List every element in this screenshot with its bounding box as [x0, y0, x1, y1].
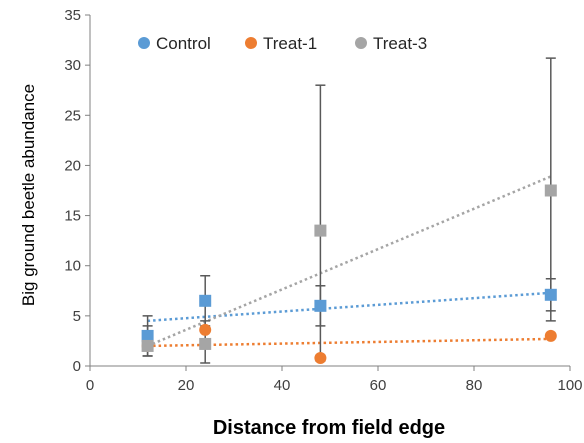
point-treat-1	[544, 329, 557, 342]
x-tick-label: 80	[466, 377, 483, 394]
x-axis-title: Distance from field edge	[213, 417, 445, 439]
x-tick-label: 60	[370, 377, 387, 394]
trendline-treat-3	[147, 175, 552, 348]
trendline-treat-1	[147, 337, 551, 348]
error-bar-treat-3	[315, 84, 326, 362]
point-treat-1	[314, 351, 327, 364]
data-points	[141, 184, 557, 364]
legend-marker-control	[138, 37, 150, 49]
y-tick-label: 25	[64, 107, 81, 124]
legend-label-treat-3: Treat-3	[373, 34, 427, 53]
legend-label-treat-1: Treat-1	[263, 34, 317, 53]
legend-label-control: Control	[156, 34, 211, 53]
y-axis-title: Big ground beetle abundance	[19, 84, 38, 306]
x-tick-label: 100	[557, 377, 582, 394]
x-tick-label: 40	[274, 377, 291, 394]
point-treat-3	[199, 337, 212, 350]
legend: Control Treat-1 Treat-3	[138, 34, 427, 53]
point-control	[199, 294, 212, 307]
point-treat-1	[199, 323, 212, 336]
trendline-control	[147, 291, 551, 323]
y-tick-label: 30	[64, 57, 81, 74]
point-treat-3	[314, 224, 327, 237]
axes: 0 5 10 15 20 25 30 35 0 20 40 60 80 100	[64, 7, 582, 394]
y-tick-label: 15	[64, 208, 81, 225]
legend-item-control: Control	[138, 34, 211, 53]
point-control	[314, 299, 327, 312]
y-tick-label: 20	[64, 157, 81, 174]
error-bars	[142, 57, 556, 364]
y-tick-label: 35	[64, 7, 81, 24]
y-tick-label: 5	[73, 308, 81, 325]
point-treat-3	[141, 339, 154, 352]
legend-marker-treat-3	[355, 37, 367, 49]
legend-item-treat-3: Treat-3	[355, 34, 427, 53]
y-tick-label: 0	[73, 358, 81, 375]
legend-item-treat-1: Treat-1	[245, 34, 317, 53]
trendlines	[147, 175, 552, 348]
y-tick-label: 10	[64, 258, 81, 275]
point-control	[141, 329, 154, 342]
point-control	[544, 288, 557, 301]
point-treat-3	[544, 184, 557, 197]
x-tick-label: 20	[178, 377, 195, 394]
legend-marker-treat-1	[245, 37, 257, 49]
x-tick-label: 0	[86, 377, 94, 394]
